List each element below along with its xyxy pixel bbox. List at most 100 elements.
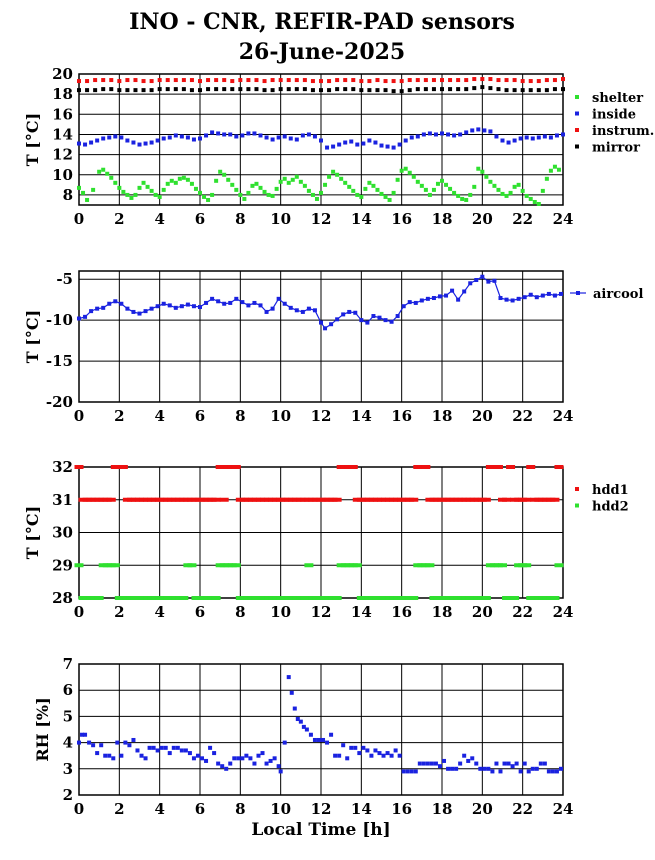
x-tick-label: 4 (154, 800, 164, 818)
series-hdd1 (74, 465, 564, 502)
data-point (300, 133, 305, 138)
data-point (87, 740, 92, 745)
data-point (538, 761, 543, 766)
data-point (222, 301, 227, 306)
data-point (397, 142, 402, 147)
data-point (107, 135, 112, 140)
data-point (321, 737, 326, 742)
data-point (480, 169, 485, 174)
data-point (77, 316, 81, 321)
data-point (230, 182, 235, 187)
data-point (536, 201, 541, 206)
x-tick-label: 0 (74, 407, 84, 425)
data-point (472, 77, 477, 82)
data-point (161, 301, 166, 306)
data-point (292, 706, 297, 711)
data-point (494, 761, 499, 766)
data-point (468, 192, 473, 197)
data-point (518, 769, 523, 774)
data-point (510, 298, 515, 303)
data-point (472, 86, 477, 91)
data-point (319, 138, 323, 143)
legend-label: inside (592, 108, 636, 123)
legend-label: hdd1 (592, 483, 629, 498)
data-point (377, 315, 382, 320)
data-point (181, 87, 186, 92)
data-point (113, 299, 118, 304)
data-point (302, 78, 307, 83)
data-point (444, 293, 449, 298)
data-point (512, 184, 517, 189)
data-point (536, 135, 541, 140)
data-point (506, 761, 511, 766)
data-point (407, 300, 412, 305)
data-point (431, 87, 436, 92)
data-point (226, 177, 231, 182)
series-shelter (77, 164, 561, 206)
data-point (488, 129, 493, 134)
y-tick-label: 3 (63, 760, 73, 778)
data-point (331, 169, 336, 174)
data-point (365, 748, 370, 753)
y-tick-label: 16 (52, 105, 73, 123)
data-point (423, 187, 428, 192)
x-tick-label: 12 (311, 800, 332, 818)
data-point (526, 769, 531, 774)
data-point (161, 187, 166, 192)
data-point (77, 141, 81, 146)
data-point (119, 753, 124, 758)
data-point (454, 766, 459, 771)
data-point (480, 77, 485, 82)
data-point (105, 171, 110, 176)
data-point (421, 465, 431, 469)
data-point (339, 176, 344, 181)
data-point (319, 88, 323, 93)
data-point (187, 751, 192, 756)
data-point (85, 197, 90, 202)
data-point (391, 190, 396, 195)
data-point (496, 187, 501, 192)
data-point (552, 293, 557, 298)
data-point (446, 766, 451, 771)
data-point (310, 88, 315, 93)
data-point (289, 690, 294, 695)
data-point (107, 753, 112, 758)
data-point (157, 78, 162, 83)
legend-marker (575, 144, 579, 149)
data-point (492, 278, 497, 283)
data-point (240, 300, 245, 305)
data-point (520, 79, 525, 84)
data-point (488, 86, 493, 91)
data-point (458, 761, 463, 766)
data-point (101, 78, 106, 83)
data-point (77, 79, 81, 84)
data-point (500, 138, 505, 143)
data-point (240, 756, 245, 761)
data-point (252, 131, 257, 136)
x-tick-label: 24 (553, 210, 574, 228)
data-point (351, 78, 356, 83)
data-point (304, 727, 309, 732)
data-point (159, 745, 164, 750)
y-tick-label: 7 (63, 655, 73, 673)
data-point (173, 78, 178, 83)
data-point (353, 310, 358, 315)
data-point (462, 289, 467, 294)
data-point (228, 300, 233, 305)
x-tick-label: 16 (391, 603, 412, 621)
data-point (123, 740, 128, 745)
data-point (472, 184, 477, 189)
legend-marker (575, 487, 579, 491)
data-point (214, 87, 219, 92)
data-point (274, 186, 279, 191)
data-point (407, 88, 412, 93)
data-point (369, 753, 374, 758)
data-point (95, 306, 100, 311)
data-point (528, 292, 533, 297)
data-point (121, 189, 126, 194)
data-point (488, 77, 493, 82)
data-point (198, 79, 202, 84)
data-point (258, 185, 263, 190)
